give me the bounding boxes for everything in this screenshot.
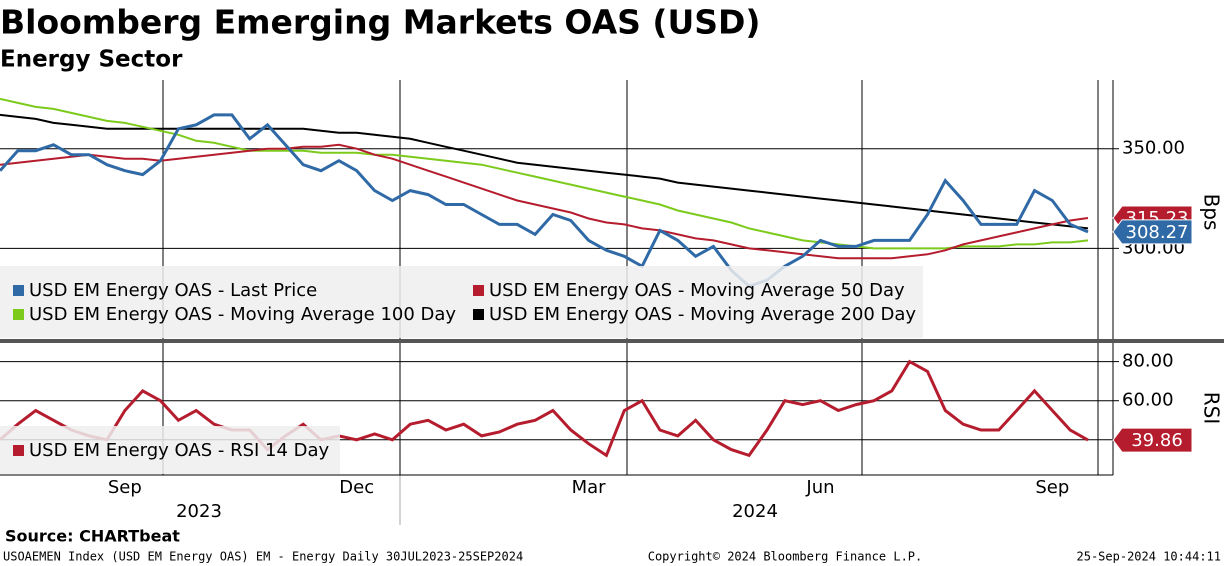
legend-label: USD EM Energy OAS - Moving Average 100 D… xyxy=(29,304,456,325)
last-value-tag: 308.27 xyxy=(1112,219,1193,245)
last-value-tag: 39.86 xyxy=(1112,427,1193,453)
footer-center: Copyright© 2024 Bloomberg Finance L.P. xyxy=(648,550,923,564)
legend-swatch xyxy=(13,445,24,456)
x-tick-label: Sep xyxy=(1035,477,1069,498)
legend-label: USD EM Energy OAS - Moving Average 50 Da… xyxy=(489,280,905,301)
legend-swatch xyxy=(13,285,24,296)
series-line xyxy=(0,97,1089,250)
legend-swatch xyxy=(13,309,24,320)
legend-box xyxy=(0,266,923,338)
plot xyxy=(0,359,1089,458)
legend-box xyxy=(0,426,340,474)
legend-swatch xyxy=(473,285,484,296)
series-line xyxy=(0,143,1089,260)
series-line xyxy=(0,359,1089,458)
source: Source: CHARTbeat xyxy=(5,527,180,546)
series-line xyxy=(0,113,1089,288)
tag-shape xyxy=(1112,219,1193,245)
plot xyxy=(0,97,1089,288)
year-label: 2024 xyxy=(732,501,778,522)
tag-label: 308.27 xyxy=(1126,222,1189,243)
chart-title: Bloomberg Emerging Markets OAS (USD) xyxy=(0,3,761,42)
footer-left: USOAEMEN Index (USD EM Energy OAS) EM - … xyxy=(3,550,523,564)
x-tick-label: Mar xyxy=(572,477,607,498)
year-label: 2023 xyxy=(176,501,222,522)
x-tick-label: Sep xyxy=(108,477,142,498)
legend-swatch xyxy=(473,309,484,320)
y-tick-label: 350.00 xyxy=(1122,138,1185,159)
x-tick-label: Jun xyxy=(805,477,834,498)
y-tick-label: 80.00 xyxy=(1122,351,1174,372)
y-tick-label: 60.00 xyxy=(1122,390,1174,411)
chart-subtitle: Energy Sector xyxy=(0,47,183,73)
tag-label: 39.86 xyxy=(1131,430,1183,451)
legend-label: USD EM Energy OAS - RSI 14 Day xyxy=(29,440,330,461)
legend-label: USD EM Energy OAS - Moving Average 200 D… xyxy=(489,304,916,325)
y-axis-label: RSI xyxy=(1200,392,1224,425)
x-tick-label: Dec xyxy=(339,477,374,498)
footer-right: 25-Sep-2024 10:44:11 xyxy=(1077,550,1222,564)
legend-label: USD EM Energy OAS - Last Price xyxy=(29,280,317,301)
tag-shape xyxy=(1112,427,1193,453)
y-axis-label: Bps xyxy=(1200,194,1224,231)
